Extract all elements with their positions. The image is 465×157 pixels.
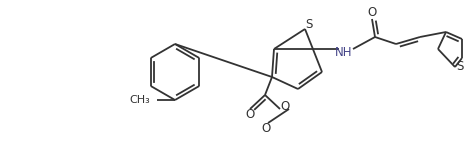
Text: S: S <box>456 60 464 73</box>
Text: O: O <box>367 5 377 19</box>
Text: O: O <box>280 100 290 114</box>
Text: O: O <box>246 108 255 122</box>
Text: S: S <box>306 19 312 32</box>
Text: NH: NH <box>335 46 353 60</box>
Text: CH₃: CH₃ <box>129 95 150 105</box>
Text: O: O <box>261 122 271 135</box>
